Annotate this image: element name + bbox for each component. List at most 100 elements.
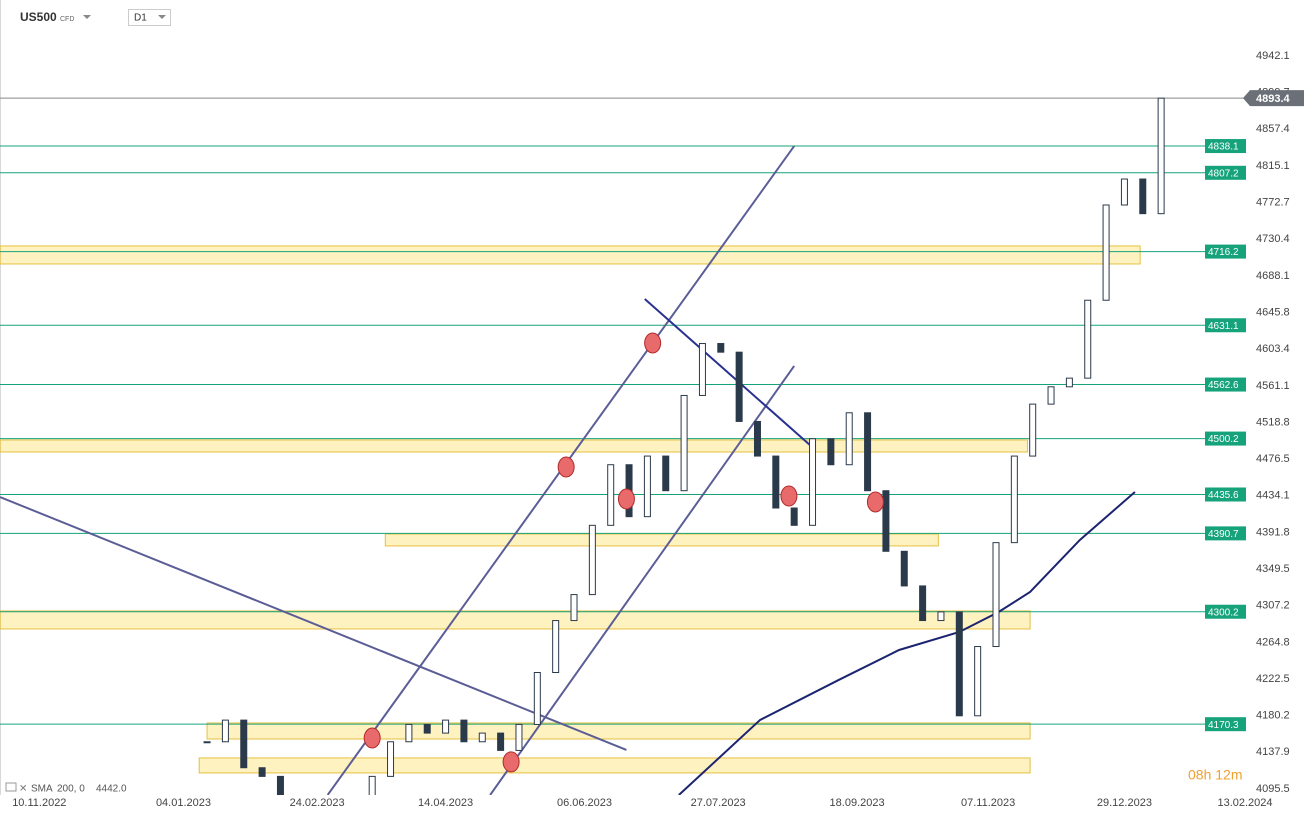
y-tick-label: 4476.5 — [1256, 453, 1290, 465]
candle — [1120, 178, 1128, 206]
candle — [588, 524, 596, 596]
level-tag-label: 4716.2 — [1208, 247, 1239, 258]
timeframe[interactable]: D1 — [134, 13, 147, 24]
candle — [258, 767, 266, 777]
marker — [557, 456, 575, 478]
zone — [0, 610, 1031, 630]
candle — [662, 455, 670, 492]
y-tick-label: 4730.4 — [1256, 233, 1290, 245]
candle — [753, 420, 761, 457]
level-tag-label: 4631.1 — [1208, 321, 1239, 332]
symbol[interactable]: US500 — [20, 10, 57, 24]
symbol-type: CFD — [60, 16, 74, 23]
y-tick-label: 4857.4 — [1256, 123, 1290, 135]
level-tag-label: 4390.7 — [1208, 529, 1239, 540]
candle — [570, 594, 578, 622]
candle — [203, 741, 211, 744]
candle — [827, 438, 835, 466]
candle — [1084, 299, 1092, 379]
level-tag-label: 4838.1 — [1208, 142, 1239, 153]
level-tag — [1205, 318, 1246, 333]
candle — [864, 412, 872, 492]
marker — [866, 491, 884, 513]
zone — [0, 439, 1028, 453]
candle — [221, 719, 229, 743]
level-tag — [1205, 526, 1246, 541]
candle — [680, 394, 688, 492]
candle — [387, 741, 395, 777]
candle — [937, 611, 945, 622]
level-tag — [1205, 717, 1246, 732]
level-tag-label: 4562.6 — [1208, 380, 1239, 391]
candle — [643, 455, 651, 518]
candle — [1010, 455, 1018, 544]
price-tag — [1243, 90, 1304, 107]
candle — [276, 775, 284, 795]
level-tag — [1205, 487, 1246, 502]
timeframe-select[interactable] — [128, 9, 171, 26]
y-tick-label: 4645.8 — [1256, 306, 1290, 318]
plot-area — [0, 97, 1245, 795]
x-tick-label: 14.04.2023 — [418, 797, 473, 809]
candle — [515, 723, 523, 751]
x-tick-label: 10.11.2022 — [12, 797, 66, 809]
candle — [974, 646, 982, 717]
candle — [717, 343, 725, 353]
candle — [607, 464, 615, 526]
candle — [1065, 377, 1073, 388]
x-tick-label: 29.12.2023 — [1097, 797, 1152, 809]
candle — [240, 719, 248, 769]
sma-icon[interactable] — [5, 782, 17, 792]
level-tag — [1205, 604, 1246, 619]
candle — [735, 351, 743, 422]
countdown: 08h 12m — [1188, 767, 1242, 783]
zone — [206, 722, 1031, 740]
candle — [919, 585, 927, 622]
y-tick-label: 4561.1 — [1256, 380, 1290, 392]
sma-close[interactable]: ✕ — [19, 784, 27, 795]
y-tick-label: 4137.9 — [1256, 746, 1290, 758]
level-tag-label: 4170.3 — [1208, 720, 1239, 731]
candle — [1157, 97, 1165, 215]
overlay: 4942.14899.74857.44815.14772.74730.44688… — [12, 50, 1304, 809]
x-tick-label: 24.02.2023 — [290, 797, 345, 809]
marker — [780, 485, 798, 507]
zone — [384, 533, 939, 547]
level-tag-label: 4435.6 — [1208, 490, 1239, 501]
candle — [1047, 386, 1055, 405]
candle — [423, 723, 431, 734]
candle — [900, 550, 908, 587]
y-tick-label: 4942.1 — [1256, 50, 1290, 62]
symbol-dropdown[interactable] — [83, 15, 91, 19]
sma-params: 200, 0 — [57, 784, 85, 795]
y-tick-label: 4518.8 — [1256, 416, 1290, 428]
candle — [772, 455, 780, 509]
candle — [1029, 403, 1037, 457]
candle — [845, 412, 853, 466]
timeframe-dropdown[interactable] — [158, 15, 166, 19]
x-tick-label: 13.02.2024 — [1217, 797, 1272, 809]
candle — [368, 775, 376, 795]
candle — [552, 620, 560, 673]
marker — [617, 488, 635, 510]
marker — [363, 727, 381, 749]
candle — [1102, 204, 1110, 301]
price-tag-label: 4893.4 — [1256, 93, 1291, 105]
y-tick-label: 4095.5 — [1256, 783, 1290, 795]
candle — [460, 719, 468, 743]
candle — [478, 732, 486, 743]
level-tag — [1205, 139, 1246, 154]
x-tick-label: 18.09.2023 — [830, 797, 885, 809]
candle — [790, 507, 798, 526]
level-tag-label: 4300.2 — [1208, 607, 1239, 618]
y-tick-label: 4772.7 — [1256, 197, 1290, 209]
y-tick-label: 4434.1 — [1256, 490, 1290, 502]
marker — [502, 751, 520, 773]
level-tag-label: 4500.2 — [1208, 434, 1239, 445]
y-tick-label: 4307.2 — [1256, 600, 1290, 612]
candle — [1139, 178, 1147, 215]
candle — [497, 732, 505, 751]
y-tick-label: 4180.2 — [1256, 710, 1290, 722]
